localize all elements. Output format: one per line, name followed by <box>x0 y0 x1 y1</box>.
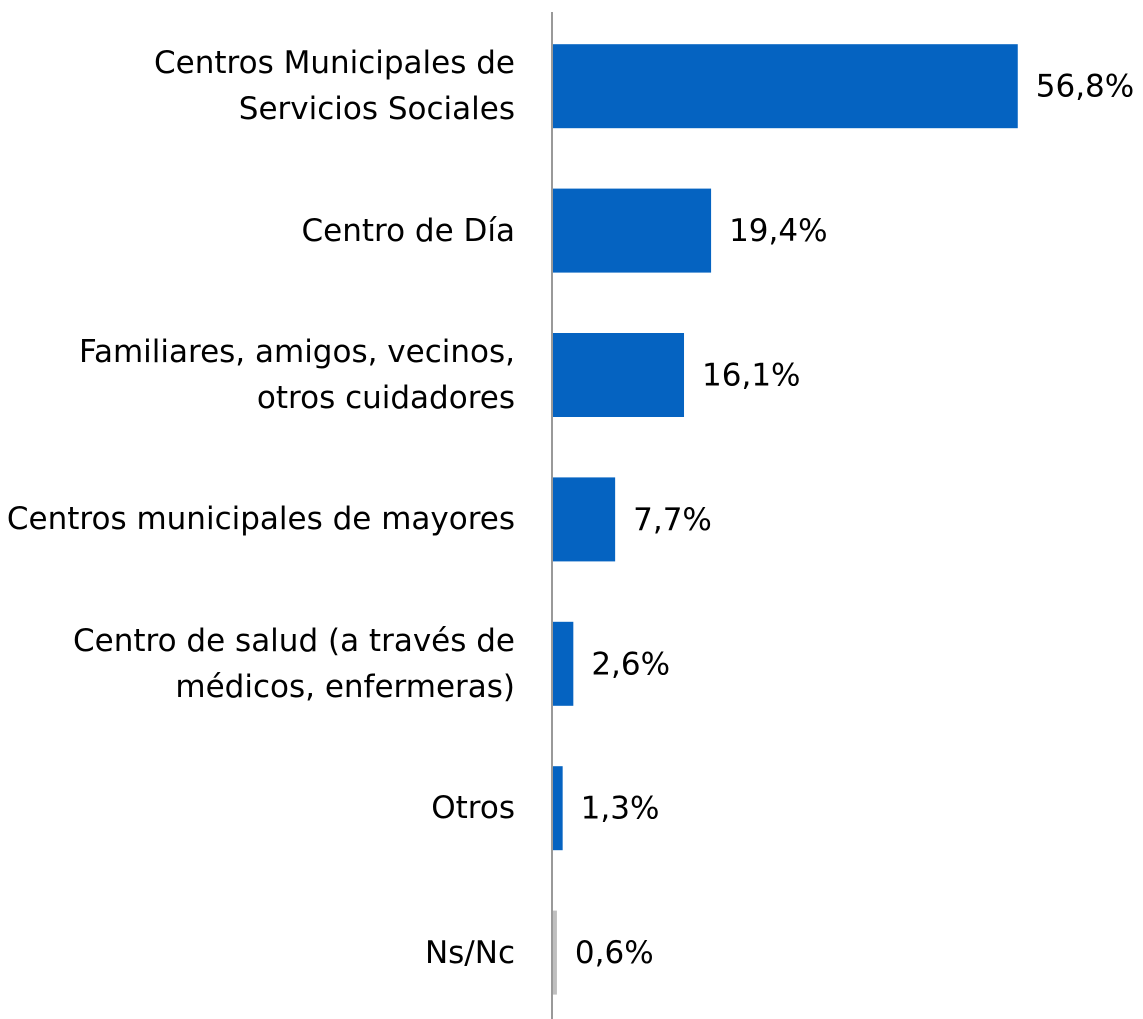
bar <box>552 188 712 273</box>
category-label: Centros Municipales de Servicios Sociale… <box>154 45 515 128</box>
bar <box>552 44 1018 129</box>
value-label: 7,7% <box>633 502 712 538</box>
value-label: 1,3% <box>581 791 660 827</box>
bar <box>552 766 563 851</box>
value-label: 0,6% <box>575 935 654 971</box>
value-label: 56,8% <box>1036 69 1134 105</box>
category-label: Ns/Nc <box>424 934 515 971</box>
bar <box>552 333 685 417</box>
category-label: Centros municipales de mayores <box>6 501 515 538</box>
category-label: Centro de salud (a través de médicos, en… <box>73 622 515 705</box>
value-label: 2,6% <box>591 646 670 682</box>
category-label: Centro de Día <box>301 212 516 249</box>
bar <box>552 621 574 706</box>
category-label: Familiares, amigos, vecinos, otros cuida… <box>78 334 515 416</box>
value-label: 16,1% <box>702 358 800 394</box>
value-label: 19,4% <box>729 213 827 249</box>
bar <box>552 910 557 995</box>
bar <box>552 477 616 562</box>
category-label: Otros <box>431 790 515 827</box>
